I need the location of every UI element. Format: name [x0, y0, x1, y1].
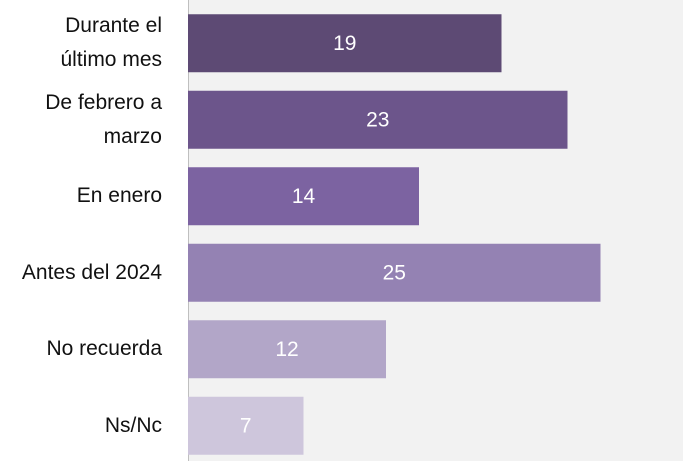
category-label: Durante el último mes — [60, 14, 162, 72]
value-label: 19 — [333, 32, 356, 55]
value-label: 23 — [366, 108, 389, 131]
category-label: No recuerda — [46, 337, 162, 361]
bar — [188, 167, 419, 226]
bar — [188, 243, 601, 302]
category-label: Antes del 2024 — [21, 260, 162, 284]
category-label: Ns/Nc — [104, 413, 162, 437]
plot-background — [188, 0, 683, 461]
value-label: 14 — [292, 185, 316, 208]
bar — [188, 320, 386, 379]
value-label: 7 — [240, 414, 252, 437]
value-label: 25 — [383, 261, 406, 284]
value-label: 12 — [275, 338, 298, 361]
bar — [188, 14, 502, 73]
category-label: De febrero a marzo — [45, 90, 162, 148]
bar — [188, 90, 568, 149]
category-label: En enero — [76, 184, 162, 208]
bar — [188, 396, 304, 455]
